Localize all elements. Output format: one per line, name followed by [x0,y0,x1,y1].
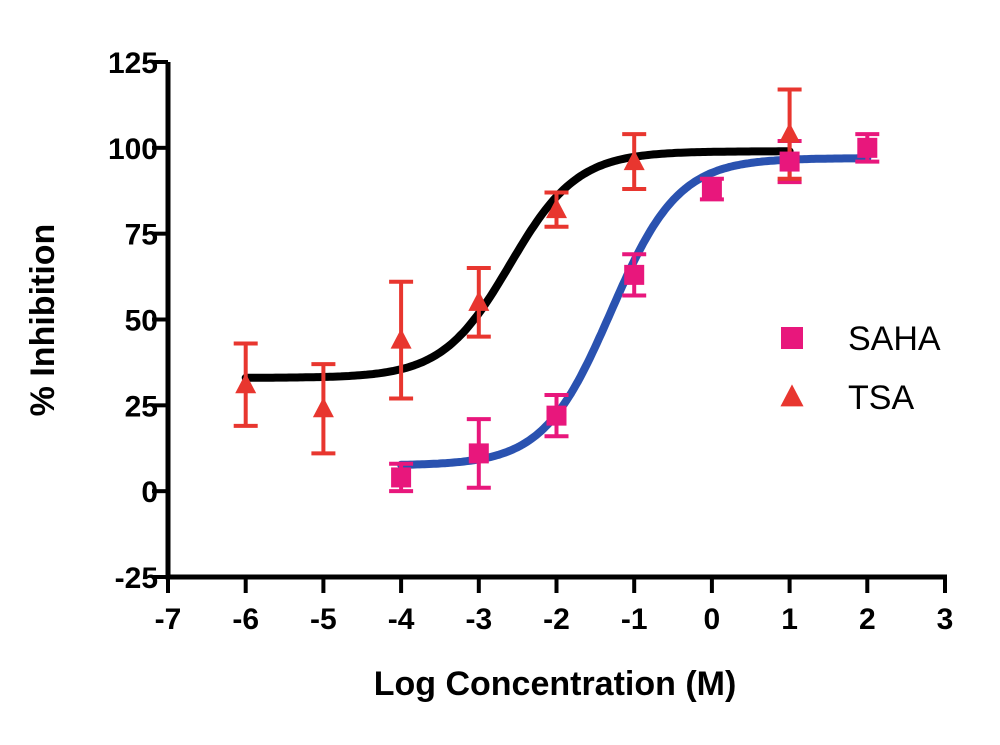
x-tick-label: -4 [388,603,415,636]
x-tick-label: 0 [704,603,721,636]
x-tick-label: 2 [859,603,876,636]
x-tick-label: 3 [937,603,954,636]
axes: -7 -6 -5 -4 -3 -2 -1 0 1 2 3 -25 0 25 50 75 100 125 [108,47,953,636]
tsa-fit-curve [241,147,794,382]
x-ticks: -7 -6 -5 -4 -3 -2 -1 0 1 2 3 [155,577,954,636]
x-tick-label: -7 [155,603,182,636]
saha-legend-marker [781,327,803,349]
legend: SAHA TSA [780,320,941,417]
saha-legend-label: SAHA [848,320,941,358]
x-tick-label: -5 [310,603,337,636]
tsa-data-point [390,328,412,349]
saha-data-point [391,467,412,488]
y-tick-label: 50 [125,305,158,338]
y-ticks: -25 0 25 50 75 100 125 [108,47,168,595]
y-tick-label: 100 [108,133,158,166]
x-tick-label: -1 [621,603,648,636]
y-tick-label: 25 [125,390,158,423]
saha-data-point [701,179,722,200]
y-tick-label: -25 [115,562,158,595]
x-tick-label: -3 [465,603,492,636]
saha-data-point [546,405,567,426]
tsa-data-point [623,150,645,171]
tsa-legend-label: TSA [848,379,914,417]
y-tick-label: 125 [108,47,158,80]
saha-data-point [468,443,489,464]
data-markers [235,122,878,488]
tsa-data-point [779,122,801,143]
tsa-legend-marker [780,384,804,407]
x-tick-label: -6 [232,603,259,636]
saha-data-point [779,151,800,172]
tsa-data-point [312,397,334,418]
tsa-data-point [235,373,257,394]
y-tick-label: 0 [141,476,158,509]
tsa-data-point [546,198,567,219]
y-axis-title: % Inhibition [24,224,62,417]
saha-data-point [624,264,645,285]
x-tick-label: 1 [781,603,798,636]
saha-data-point [857,137,878,158]
y-tick-label: 75 [125,219,158,252]
x-axis-title: Log Concentration (M) [374,665,737,703]
x-tick-label: -2 [543,603,570,636]
tsa-data-point [468,290,490,311]
